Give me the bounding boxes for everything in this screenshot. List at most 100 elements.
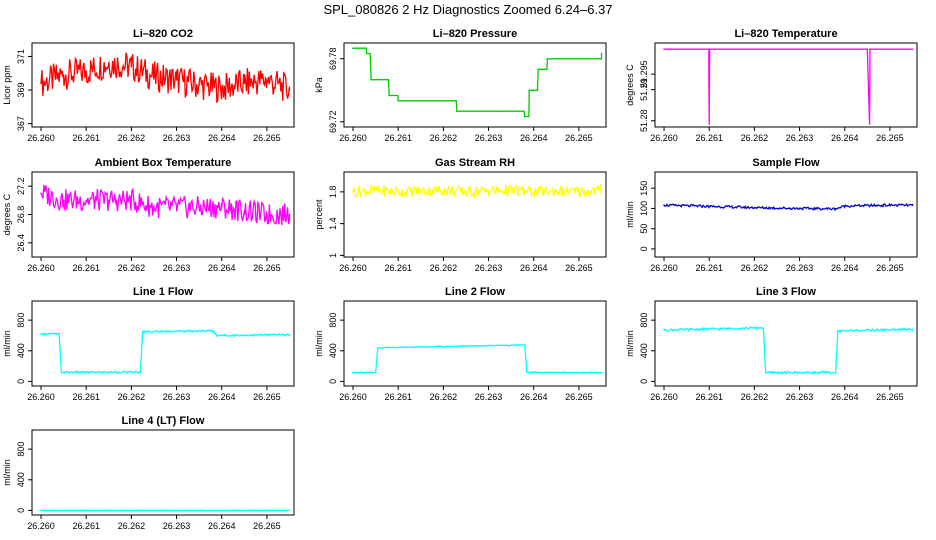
y-tick-label: 27.2 [16, 177, 26, 195]
data-point [288, 509, 291, 512]
plot-frame [31, 42, 295, 128]
x-tick-label: 26.265 [253, 263, 281, 273]
chart-box-temp: Ambient Box Temperature degrees C 26.260 26… [2, 157, 295, 273]
y-tick-label: 69.78 [328, 47, 338, 70]
data-point [708, 123, 711, 125]
x-tick-label: 26.263 [475, 133, 503, 143]
chart-title: Li–820 CO2 [133, 28, 193, 40]
y-tick-label: 400 [639, 343, 649, 358]
data-point [837, 330, 839, 332]
x-tick-label: 26.264 [208, 263, 236, 273]
data-point [523, 115, 526, 118]
data-point [266, 79, 268, 81]
data-point [211, 330, 214, 332]
x-tick-label: 26.265 [253, 392, 281, 402]
data-point [374, 189, 377, 192]
y-tick-label: 371 [16, 49, 26, 64]
data-point [911, 48, 914, 51]
data-point [130, 199, 133, 202]
x-tick-label: 26.263 [163, 263, 191, 273]
x-tick-label: 26.260 [27, 263, 55, 273]
x-tick-label: 26.262 [430, 133, 458, 143]
y-tick-label: 800 [16, 442, 26, 457]
data-point [377, 346, 379, 349]
y-tick-label: 800 [328, 313, 338, 328]
x-tick-label: 26.264 [208, 392, 236, 402]
x-tick-label: 26.263 [163, 133, 191, 143]
x-tick-label: 26.265 [253, 133, 281, 143]
chart-title: Line 4 (LT) Flow [122, 415, 205, 427]
data-point [456, 110, 458, 113]
plot-frame [654, 42, 918, 128]
series-line [663, 202, 914, 212]
data-point [243, 82, 246, 85]
chart-title: Ambient Box Temperature [95, 157, 232, 169]
y-axis-label: ml/min [314, 330, 324, 357]
data-point [708, 205, 711, 208]
x-tick-label: 26.261 [72, 521, 100, 531]
y-tick-label: 1.8 [328, 186, 338, 199]
data-point [220, 87, 223, 90]
x-tick-label: 26.260 [339, 263, 367, 273]
data-point [288, 333, 291, 336]
data-point [762, 327, 765, 329]
x-tick-label: 26.261 [384, 133, 412, 143]
x-tick-label: 26.264 [831, 133, 859, 143]
x-tick-label: 26.261 [384, 263, 412, 273]
y-axis-label: percent [314, 199, 324, 230]
data-point [911, 328, 914, 331]
x-tick-label: 26.265 [876, 263, 904, 273]
x-tick-label: 26.261 [72, 392, 100, 402]
plot-frame [31, 171, 295, 258]
data-point [465, 191, 467, 193]
x-tick-label: 26.264 [831, 263, 859, 273]
x-tick-label: 26.261 [695, 263, 723, 273]
x-tick-label: 26.262 [118, 392, 146, 402]
chart-title: Sample Flow [752, 157, 820, 169]
x-tick-label: 26.265 [565, 133, 593, 143]
series-line [352, 344, 603, 374]
data-point [40, 333, 42, 335]
x-tick-label: 26.260 [650, 392, 678, 402]
data-point [288, 213, 291, 216]
data-point [397, 191, 400, 193]
data-point [198, 206, 200, 209]
data-point [663, 329, 665, 331]
data-point [600, 189, 603, 192]
x-tick-label: 26.261 [72, 133, 100, 143]
data-point [528, 89, 531, 92]
y-tick-label: 150 [639, 181, 649, 196]
data-point [58, 333, 60, 335]
data-point [243, 210, 246, 212]
x-tick-label: 26.261 [695, 392, 723, 402]
data-point [370, 78, 372, 81]
plot-frame [31, 300, 295, 387]
x-tick-label: 26.261 [695, 133, 723, 143]
data-point [532, 191, 535, 193]
x-tick-label: 26.264 [831, 392, 859, 402]
series-line [352, 183, 603, 200]
series-line [663, 325, 914, 376]
x-tick-label: 26.261 [72, 263, 100, 273]
x-tick-label: 26.265 [876, 133, 904, 143]
x-tick-label: 26.262 [741, 263, 769, 273]
plot-frame [343, 300, 607, 387]
data-point [451, 99, 454, 102]
data-point [153, 206, 155, 209]
series-line [353, 47, 603, 118]
data-point [352, 371, 354, 374]
x-tick-label: 26.264 [208, 521, 236, 531]
data-point [911, 204, 914, 206]
x-tick-label: 26.260 [27, 133, 55, 143]
x-tick-label: 26.261 [384, 392, 412, 402]
y-tick-label: 51.29 [639, 78, 649, 101]
chart-line1: Line 1 Flow ml/min 26.260 26.261 26.262 26.26… [2, 286, 295, 402]
chart-title: Line 3 Flow [756, 286, 816, 298]
page-title: SPL_080826 2 Hz Diagnostics Zoomed 6.24–… [323, 2, 613, 17]
data-point [708, 48, 711, 51]
chart-rh: Gas Stream RH percent 26.260 26.261 26.262 26… [314, 157, 607, 273]
data-point [869, 48, 871, 51]
chart-line2: Line 2 Flow ml/min 26.260 26.261 26.262 26.26… [314, 286, 607, 402]
y-axis-label: ml/min [2, 330, 12, 357]
data-point [365, 52, 368, 55]
